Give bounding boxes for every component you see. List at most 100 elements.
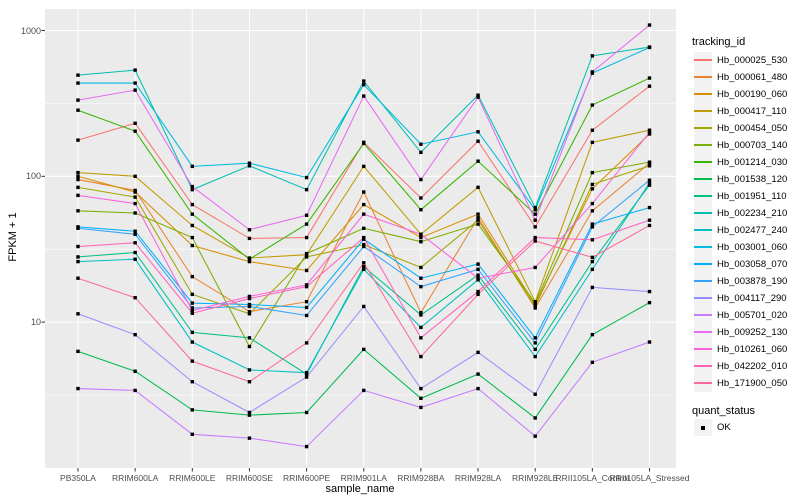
data-point (362, 347, 366, 352)
data-point (304, 235, 309, 240)
data-point (190, 301, 194, 305)
x-tick-label: PB350LA (60, 473, 96, 483)
data-point (533, 208, 537, 212)
data-point (362, 267, 366, 272)
legend-item-label: Hb_010261_060 (717, 343, 788, 355)
data-point (533, 341, 537, 345)
data-point (533, 212, 537, 216)
data-point (76, 193, 80, 198)
legend-item-Hb_000025_530: Hb_000025_530 (688, 51, 800, 69)
data-point (476, 218, 480, 222)
data-point (419, 325, 423, 330)
data-point (304, 283, 309, 287)
data-point (647, 289, 652, 294)
data-point (419, 235, 423, 240)
data-point (247, 294, 252, 299)
data-point (304, 444, 309, 449)
data-point (590, 225, 595, 229)
legend-key-box (694, 68, 712, 86)
data-point (533, 304, 537, 309)
data-point (533, 205, 537, 210)
data-point (76, 255, 80, 259)
data-point (76, 73, 80, 77)
legend-item-label: Hb_001214_030 (717, 156, 788, 168)
data-point (476, 130, 480, 134)
legend-key-box (694, 204, 712, 222)
data-point (133, 257, 137, 261)
data-point (590, 201, 595, 206)
data-point (647, 130, 652, 135)
data-point (190, 380, 194, 384)
data-point (533, 218, 537, 222)
legend-item-label: Hb_003058_070 (717, 258, 788, 270)
data-point (590, 259, 595, 264)
data-point (76, 185, 80, 190)
legend-item-Hb_001538_120: Hb_001538_120 (688, 170, 800, 188)
legend-item-label: Hb_001538_120 (717, 173, 788, 185)
data-point (304, 222, 309, 226)
data-point (533, 347, 537, 352)
data-point (590, 103, 595, 107)
data-point (133, 296, 137, 300)
data-point (647, 178, 652, 182)
data-point (76, 170, 80, 175)
legend-item-Hb_003001_060: Hb_003001_060 (688, 238, 800, 256)
legend-title-tracking-id: tracking_id (692, 36, 746, 48)
x-tick-label: RRIM600LA (111, 473, 159, 483)
legend-key-box (694, 357, 712, 375)
legend-key-box (694, 323, 712, 341)
legend-key-box (694, 238, 712, 256)
data-point (419, 177, 423, 182)
data-point (76, 98, 80, 102)
data-point (476, 276, 480, 280)
data-point (247, 302, 252, 307)
x-tick-label: RRIM600SE (225, 473, 274, 483)
series-color-line-icon (694, 229, 712, 231)
data-point (419, 196, 423, 200)
data-point (190, 308, 194, 313)
legend-key-box (694, 102, 712, 120)
legend-key-box (694, 187, 712, 205)
data-point (419, 239, 423, 244)
legend-item-label: Hb_003878_190 (717, 275, 788, 287)
data-point (590, 140, 595, 145)
data-point (419, 405, 423, 410)
data-point (476, 139, 480, 143)
data-point (247, 410, 252, 415)
data-point (190, 223, 194, 228)
x-tick-label: RRIM600LE (169, 473, 216, 483)
data-point (76, 81, 80, 85)
data-point (590, 182, 595, 187)
data-point (590, 360, 595, 365)
legend-item-label: OK (717, 422, 731, 433)
data-point (476, 350, 480, 355)
x-tick-label: RRIM901LA (340, 473, 387, 483)
data-point (419, 386, 423, 391)
series-color-line-icon (694, 263, 712, 265)
data-point (76, 386, 80, 391)
data-point (590, 209, 595, 213)
data-point (419, 208, 423, 212)
data-point (362, 261, 366, 265)
data-point (304, 313, 309, 318)
series-color-line-icon (694, 195, 712, 197)
legend-item-Hb_001214_030: Hb_001214_030 (688, 153, 800, 171)
data-point (476, 216, 480, 220)
data-point (133, 195, 137, 199)
data-point (362, 82, 366, 87)
data-point (533, 239, 537, 243)
data-point (533, 354, 537, 359)
data-point (304, 175, 309, 180)
data-point (76, 312, 80, 316)
data-point (304, 305, 309, 310)
data-point (133, 129, 137, 133)
series-color-line-icon (694, 348, 712, 350)
data-point (476, 212, 480, 216)
data-point (190, 408, 194, 412)
data-point (647, 160, 652, 164)
series-color-line-icon (694, 314, 712, 316)
legend-item-Hb_171900_050: Hb_171900_050 (688, 374, 800, 392)
data-point (190, 292, 194, 297)
legend-item-Hb_000417_110: Hb_000417_110 (688, 102, 800, 120)
